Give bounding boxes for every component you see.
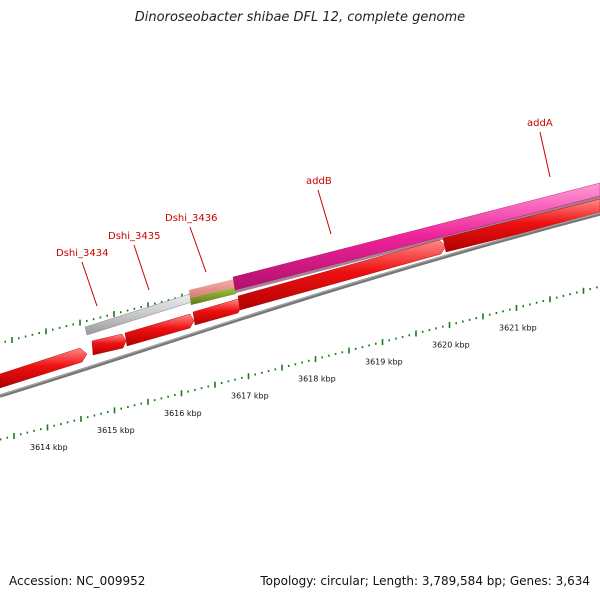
gene-label[interactable]: Dshi_3436 (165, 213, 217, 224)
accession-text: Accession: NC_009952 (9, 574, 146, 588)
gene-label[interactable]: Dshi_3435 (108, 231, 160, 242)
kbp-label-layer: 3614 kbp 3615 kbp 3616 kbp 3617 kbp 3618 kbp… (30, 323, 537, 452)
kbp-label: 3617 kbp (231, 392, 269, 401)
summary-text: Topology: circular; Length: 3,789,584 bp… (260, 574, 590, 588)
gene-addA-shadow (235, 196, 600, 293)
kbp-label: 3618 kbp (298, 375, 336, 384)
kbp-label: 3615 kbp (97, 426, 135, 435)
gene-leader-line (539, 131, 551, 178)
gene-leader-line (189, 226, 207, 273)
genome-backbone (0, 212, 600, 398)
gene-leader-line (317, 189, 332, 235)
gene-leader-line (81, 261, 98, 307)
misc-feature-salmon[interactable] (189, 279, 235, 298)
gene-label[interactable]: addA (527, 118, 553, 129)
gene-addA-arrow[interactable] (232, 182, 600, 291)
misc-feature-olive[interactable] (190, 287, 236, 305)
gene-addB-arrow[interactable] (237, 239, 447, 311)
feature-track-lower (0, 198, 600, 389)
cds-arrow[interactable] (442, 198, 600, 253)
inner-tick-row (0, 286, 598, 441)
cds-arrow[interactable] (0, 347, 88, 389)
map-title: Dinoroseobacter shibae DFL 12, complete … (134, 10, 466, 25)
gene-label[interactable]: addB (306, 176, 332, 187)
gene-leader-line (133, 244, 150, 291)
kbp-label: 3614 kbp (30, 443, 68, 452)
gene-label[interactable]: Dshi_3434 (56, 248, 108, 259)
kbp-label: 3620 kbp (432, 340, 470, 349)
feature-track-upper (84, 182, 600, 336)
kbp-label: 3621 kbp (499, 323, 537, 332)
genome-backbone-highlight (0, 212, 600, 396)
cds-arrow[interactable] (124, 313, 195, 347)
cds-arrow[interactable] (91, 333, 127, 356)
kbp-label: 3619 kbp (365, 358, 403, 367)
kbp-label: 3616 kbp (164, 409, 202, 418)
